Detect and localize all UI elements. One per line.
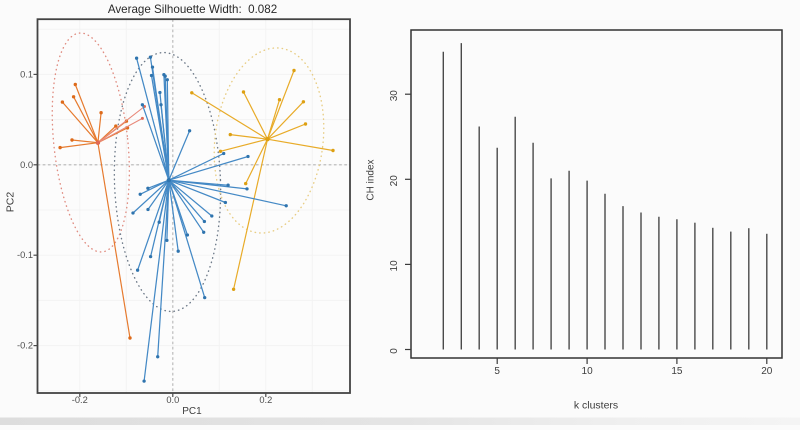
- svg-text:0.2: 0.2: [259, 395, 272, 405]
- svg-text:10: 10: [389, 260, 400, 272]
- svg-text:-0.2: -0.2: [17, 341, 33, 351]
- svg-text:20: 20: [761, 366, 773, 377]
- svg-text:10: 10: [582, 366, 594, 377]
- svg-text:PC1: PC1: [182, 406, 202, 417]
- svg-text:0.0: 0.0: [166, 395, 179, 405]
- svg-text:15: 15: [671, 366, 683, 377]
- svg-text:CH index: CH index: [366, 159, 377, 200]
- svg-text:0.0: 0.0: [20, 160, 33, 170]
- svg-text:k clusters: k clusters: [574, 400, 618, 412]
- svg-text:-0.2: -0.2: [72, 395, 88, 405]
- svg-text:0: 0: [389, 348, 400, 354]
- svg-text:0.1: 0.1: [20, 69, 33, 79]
- svg-text:30: 30: [389, 90, 400, 102]
- svg-text:-0.1: -0.1: [17, 250, 33, 260]
- svg-text:5: 5: [494, 366, 500, 377]
- svg-text:PC2: PC2: [5, 192, 17, 213]
- svg-text:20: 20: [389, 175, 400, 187]
- svg-text:Average Silhouette Width: 0.0: Average Silhouette Width: 0.082: [108, 3, 277, 16]
